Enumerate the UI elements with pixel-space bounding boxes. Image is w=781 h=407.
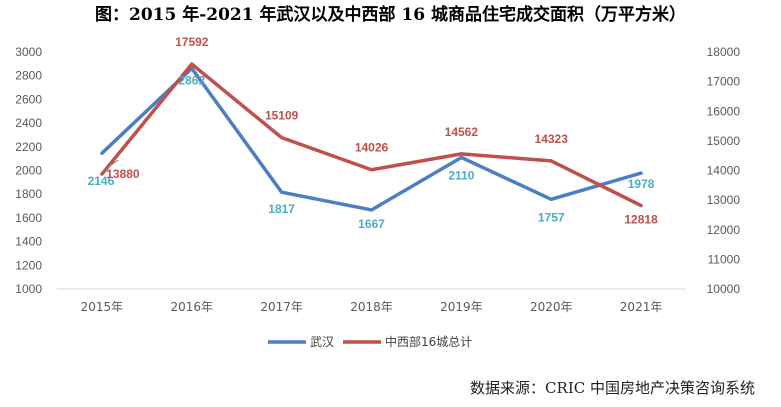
data-label-wuhan: 2110 [448,168,474,182]
legend: 武汉 中西部16城总计 [268,334,472,349]
x-tick-label: 2019年 [440,300,483,314]
data-label-wuhan: 1978 [628,177,655,191]
x-tick-label: 2020年 [530,300,573,314]
chart-title: 图：2015 年-2021 年武汉以及中西部 16 城商品住宅成交面积（万平方米… [95,4,686,25]
series-line-wuhan [100,66,643,212]
left-axis: 1000 1200 1400 1600 1800 2000 2200 2400 2600 2800… [15,45,42,296]
x-tick-label: 2017年 [260,300,303,314]
series-lines [100,62,643,212]
data-label-central-west: 12818 [624,213,658,227]
legend-label-central-west: 中西部16城总计 [385,334,472,349]
source-note: 数据来源：CRIC 中国房地产决策咨询系统 [470,379,755,397]
right-tick-label: 12000 [707,223,741,237]
x-tick-label: 2021年 [620,300,663,314]
right-tick-label: 16000 [707,104,741,118]
left-tick-label: 2400 [15,116,42,130]
left-tick-label: 1600 [15,211,42,225]
right-tick-label: 17000 [707,75,741,89]
left-tick-label: 2000 [15,164,42,178]
left-tick-label: 1000 [15,282,42,296]
right-tick-label: 18000 [707,45,741,59]
right-tick-label: 10000 [707,282,741,296]
right-tick-label: 13000 [707,193,741,207]
data-label-central-west: 14323 [535,132,569,146]
x-tick-label: 2018年 [350,300,393,314]
data-label-wuhan: 1667 [358,217,385,231]
data-label-central-west: 14026 [355,141,389,155]
data-label-wuhan: 1817 [268,202,295,216]
series-line-central-west [100,62,643,208]
data-labels: 2146 2862 1817 1667 2110 1757 1978 13880 17592 15… [88,35,659,231]
right-tick-label: 14000 [707,164,741,178]
data-label-central-west: 13880 [106,167,140,181]
left-tick-label: 1400 [15,235,42,249]
data-label-central-west: 14562 [445,125,479,139]
x-axis-labels: 2015年 2016年 2017年 2018年 2019年 2020年 2021年 [81,300,663,314]
right-axis: 10000 11000 12000 13000 14000 15000 16000 17000… [707,45,741,296]
left-tick-label: 2200 [15,140,42,154]
x-tick-label: 2016年 [171,300,214,314]
data-label-wuhan: 2146 [88,174,115,188]
left-tick-label: 1200 [15,258,42,272]
left-tick-label: 1800 [15,187,42,201]
left-tick-label: 2600 [15,92,42,106]
left-tick-label: 2800 [15,69,42,83]
label-leader-line [103,159,119,171]
legend-label-wuhan: 武汉 [310,335,334,349]
data-label-central-west: 15109 [265,109,299,123]
data-label-wuhan: 2862 [178,73,205,87]
data-label-central-west: 17592 [175,35,209,49]
data-label-wuhan: 1757 [538,210,565,224]
left-tick-label: 3000 [15,45,42,59]
right-tick-label: 11000 [708,252,741,266]
right-tick-label: 15000 [707,134,741,148]
x-tick-label: 2015年 [81,300,124,314]
